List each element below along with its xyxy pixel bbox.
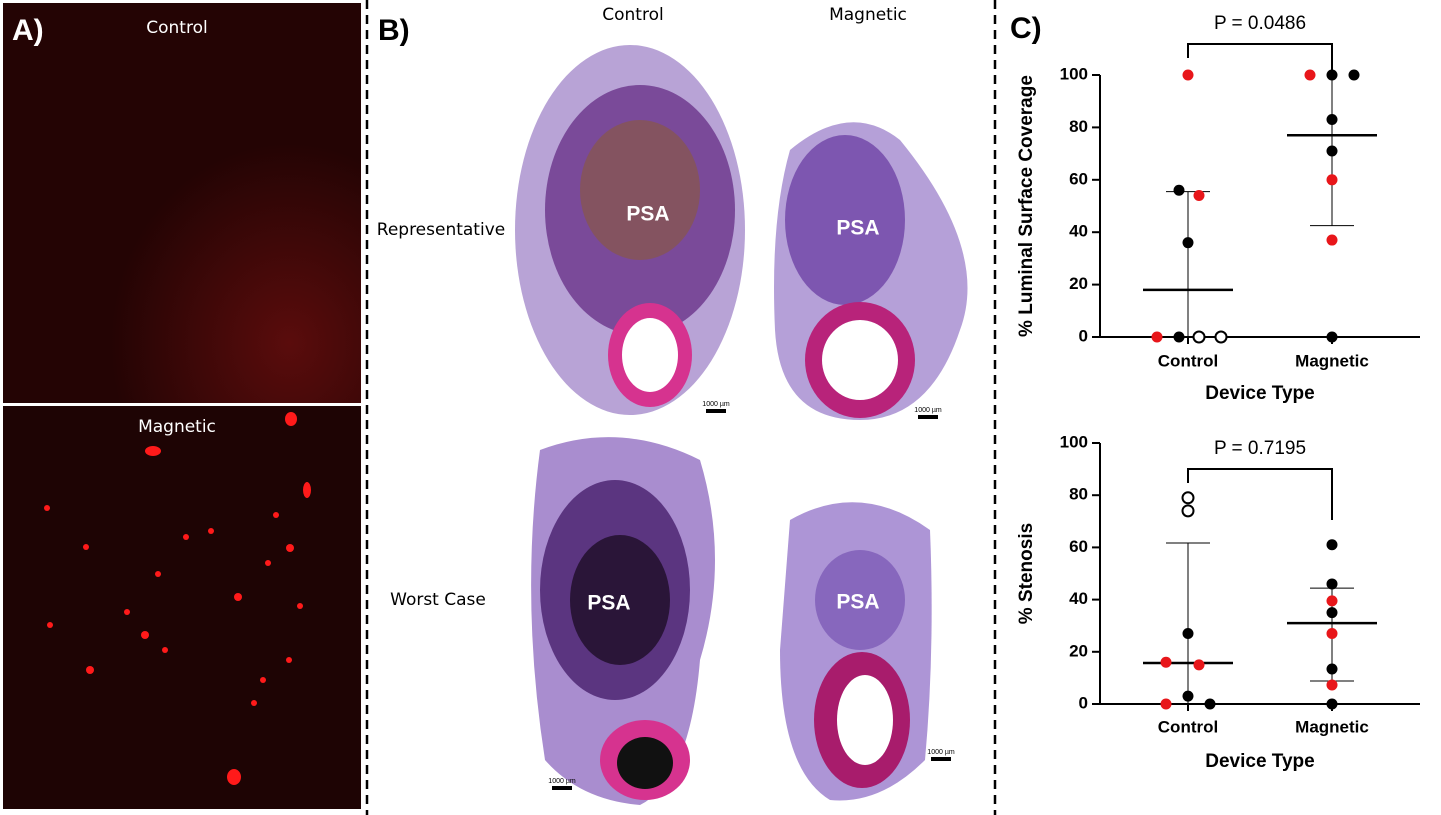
data-point: [1151, 331, 1163, 343]
y-tick-label: 20: [1069, 274, 1088, 293]
panel-label: B): [378, 14, 410, 47]
data-point: [1182, 690, 1194, 702]
data-point: [1326, 114, 1338, 126]
x-tick-label: Magnetic: [1295, 717, 1369, 736]
fluorescence-image: [3, 3, 361, 403]
data-point: [1182, 628, 1194, 640]
data-point: [1326, 174, 1338, 186]
data-point: [1182, 237, 1194, 249]
histology-image: [515, 45, 745, 415]
data-point: [1173, 184, 1185, 196]
scale-bar-label: 1000 µm: [914, 407, 942, 414]
data-point: [1326, 234, 1338, 246]
scale-bar-label: 1000 µm: [702, 401, 730, 408]
image-label: Magnetic: [138, 417, 216, 437]
region-label: PSA: [587, 592, 630, 615]
annotation: P = 0.0486: [1214, 13, 1306, 34]
data-point: [1181, 504, 1195, 518]
data-point: [1326, 69, 1338, 81]
data-point: [1193, 659, 1205, 671]
data-point: [1326, 679, 1338, 691]
x-tick-label: Control: [1158, 717, 1218, 736]
histology-image: [774, 122, 968, 420]
y-tick-label: 0: [1079, 326, 1088, 345]
data-point: [1326, 607, 1338, 619]
x-tick-label: Control: [1158, 351, 1218, 370]
y-tick-label: 0: [1079, 693, 1088, 712]
fluorescent-spots: [44, 412, 311, 785]
image-label: Control: [146, 18, 207, 38]
y-tick-label: 60: [1069, 169, 1088, 188]
data-point: [1326, 578, 1338, 590]
data-point: [1326, 539, 1338, 551]
panel-label: C): [1010, 12, 1042, 45]
y-tick-label: 40: [1069, 222, 1088, 241]
y-tick-label: 80: [1069, 485, 1088, 504]
y-tick-label: 80: [1069, 117, 1088, 136]
data-point: [1326, 145, 1338, 157]
data-point: [1204, 698, 1216, 710]
data-point: [1326, 698, 1338, 710]
data-point: [1214, 330, 1228, 344]
column-label: Control: [602, 5, 663, 25]
data-point: [1192, 330, 1206, 344]
y-tick-label: 60: [1069, 537, 1088, 556]
fluorescence-image: [3, 406, 361, 809]
y-tick-label: 40: [1069, 589, 1088, 608]
data-point: [1193, 190, 1205, 202]
data-point: [1160, 698, 1172, 710]
annotation: P = 0.7195: [1214, 438, 1306, 459]
scale-bar-label: 1000 µm: [548, 778, 576, 785]
y-axis-title: % Luminal Surface Coverage: [1016, 75, 1037, 337]
data-point: [1182, 69, 1194, 81]
region-label: PSA: [836, 217, 879, 240]
panel-label: A): [12, 14, 44, 47]
x-tick-label: Magnetic: [1295, 351, 1369, 370]
histology-image: [780, 502, 932, 801]
data-point: [1173, 331, 1185, 343]
data-point: [1304, 69, 1316, 81]
data-point: [1326, 663, 1338, 675]
data-point: [1181, 491, 1195, 505]
column-label: Magnetic: [829, 5, 907, 25]
significance-bracket: [1187, 468, 1333, 520]
region-label: PSA: [626, 203, 669, 226]
data-point: [1326, 628, 1338, 640]
data-point: [1348, 69, 1360, 81]
row-label: Representative: [377, 220, 505, 240]
row-label: Worst Case: [390, 590, 486, 610]
region-label: PSA: [836, 591, 879, 614]
histology-image: [531, 437, 715, 805]
data-point: [1160, 656, 1172, 668]
x-axis-title: Device Type: [1205, 751, 1314, 772]
y-tick-label: 100: [1060, 432, 1088, 451]
y-tick-label: 20: [1069, 641, 1088, 660]
significance-bracket: [1187, 43, 1333, 72]
scale-bars: [552, 409, 951, 790]
data-point: [1326, 331, 1338, 343]
y-axis-title: % Stenosis: [1016, 523, 1037, 624]
x-axis-title: Device Type: [1205, 383, 1314, 404]
y-tick-label: 100: [1060, 64, 1088, 83]
data-point: [1326, 595, 1338, 607]
scale-bar-label: 1000 µm: [927, 749, 955, 756]
